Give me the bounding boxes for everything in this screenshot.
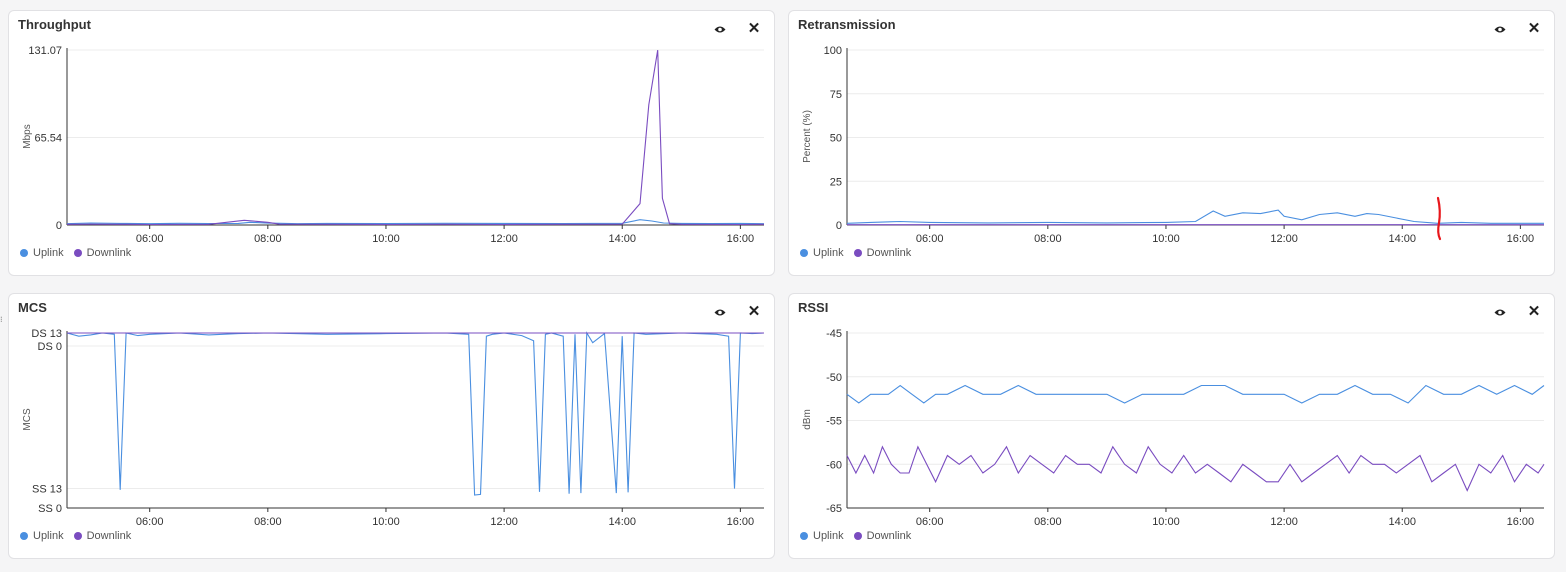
x-tick-label: 12:00 bbox=[1270, 233, 1298, 245]
eye-icon[interactable] bbox=[1492, 304, 1508, 320]
legend-uplink[interactable]: Uplink bbox=[800, 530, 844, 542]
x-tick-label: 14:00 bbox=[608, 516, 636, 528]
y-tick-label: SS 0 bbox=[38, 503, 62, 515]
x-tick-label: 10:00 bbox=[1152, 516, 1180, 528]
x-tick-label: 10:00 bbox=[372, 233, 400, 245]
series-line-uplink bbox=[846, 209, 1544, 224]
legend-downlink[interactable]: Downlink bbox=[853, 247, 911, 259]
x-tick-label: 06:00 bbox=[136, 516, 164, 528]
y-tick-label: 0 bbox=[836, 220, 842, 232]
legend-downlink[interactable]: Downlink bbox=[853, 530, 911, 542]
retransmission-panel: Retransmission ✕ 100 75 50 25 0 06:00 08:00 10:… bbox=[788, 10, 1555, 276]
x-tick-label: 14:00 bbox=[1388, 516, 1416, 528]
series-line-uplink bbox=[66, 219, 765, 225]
x-tick-label: 06:00 bbox=[136, 233, 164, 245]
x-tick-label: 08:00 bbox=[1034, 516, 1062, 528]
x-tick-label: 06:00 bbox=[916, 516, 944, 528]
x-tick-label: 12:00 bbox=[490, 516, 518, 528]
x-tick-label: 14:00 bbox=[608, 233, 636, 245]
panel-title: Retransmission bbox=[798, 17, 896, 32]
x-tick-label: 16:00 bbox=[1507, 233, 1535, 245]
series-line-downlink bbox=[846, 445, 1545, 492]
y-tick-label: SS 13 bbox=[32, 484, 62, 496]
x-tick-label: 12:00 bbox=[490, 233, 518, 245]
panel-title: Throughput bbox=[18, 17, 91, 32]
x-tick-label: 10:00 bbox=[372, 516, 400, 528]
x-tick-label: 08:00 bbox=[1034, 233, 1062, 245]
x-tick-label: 16:00 bbox=[727, 516, 755, 528]
mcs-panel: MCS ✕ DS 13 DS 0 SS 13 SS 0 06:00 08:00 10:00 1… bbox=[8, 293, 775, 559]
x-tick-label: 08:00 bbox=[254, 233, 282, 245]
panel-title: RSSI bbox=[798, 300, 829, 315]
legend: Uplink Downlink bbox=[20, 247, 131, 259]
series-line-uplink bbox=[846, 384, 1545, 404]
x-tick-label: 10:00 bbox=[1152, 233, 1180, 245]
y-tick-label: 25 bbox=[830, 176, 842, 188]
eye-icon[interactable] bbox=[1492, 21, 1508, 37]
edge-handle: ⁝ bbox=[0, 315, 3, 324]
throughput-panel: Throughput ✕ 131.07 65.54 0 06:00 08:00 10:00… bbox=[8, 10, 775, 276]
retransmission-chart: 100 75 50 25 0 06:00 08:00 10:00 12:00 14:00 16:00… bbox=[802, 45, 1544, 245]
y-tick-label: -60 bbox=[826, 459, 842, 471]
legend-uplink[interactable]: Uplink bbox=[20, 530, 64, 542]
y-tick-label: 0 bbox=[56, 220, 62, 232]
close-icon[interactable]: ✕ bbox=[747, 20, 761, 37]
y-axis-label: MCS bbox=[22, 408, 33, 431]
legend: Uplink Downlink bbox=[20, 530, 131, 542]
series-line-uplink bbox=[66, 331, 765, 496]
y-tick-label: -55 bbox=[826, 416, 842, 428]
x-tick-label: 14:00 bbox=[1388, 233, 1416, 245]
close-icon[interactable]: ✕ bbox=[747, 303, 761, 320]
y-tick-label: DS 0 bbox=[38, 341, 62, 353]
y-tick-label: DS 13 bbox=[31, 328, 62, 340]
eye-icon[interactable] bbox=[712, 21, 728, 37]
x-tick-label: 12:00 bbox=[1270, 516, 1298, 528]
y-axis-label: Percent (%) bbox=[802, 110, 813, 163]
x-tick-label: 16:00 bbox=[727, 233, 755, 245]
y-tick-label: 65.54 bbox=[34, 132, 62, 144]
legend-downlink[interactable]: Downlink bbox=[73, 247, 131, 259]
legend-uplink[interactable]: Uplink bbox=[800, 247, 844, 259]
y-tick-label: 131.07 bbox=[28, 45, 62, 57]
throughput-chart: 131.07 65.54 0 06:00 08:00 10:00 12:00 14:00 16:… bbox=[22, 45, 765, 245]
rssi-chart: -45 -50 -55 -60 -65 06:00 08:00 10:00 12:00 14:00… bbox=[802, 328, 1545, 528]
y-tick-label: -45 bbox=[826, 328, 842, 340]
x-tick-label: 16:00 bbox=[1507, 516, 1535, 528]
y-tick-label: 75 bbox=[830, 89, 842, 101]
close-icon[interactable]: ✕ bbox=[1527, 303, 1541, 320]
y-axis-label: Mbps bbox=[22, 124, 33, 148]
x-tick-label: 06:00 bbox=[916, 233, 944, 245]
y-tick-label: 100 bbox=[824, 45, 842, 57]
y-tick-label: -65 bbox=[826, 503, 842, 515]
y-tick-label: -50 bbox=[826, 372, 842, 384]
close-icon[interactable]: ✕ bbox=[1527, 20, 1541, 37]
legend-uplink[interactable]: Uplink bbox=[20, 247, 64, 259]
legend-downlink[interactable]: Downlink bbox=[73, 530, 131, 542]
rssi-panel: RSSI ✕ -45 -50 -55 -60 -65 06:00 08:00 10:00 12:… bbox=[788, 293, 1555, 559]
y-tick-label: 50 bbox=[830, 133, 842, 145]
legend: Uplink Downlink bbox=[800, 530, 911, 542]
legend: Uplink Downlink bbox=[800, 247, 911, 259]
series-line-downlink bbox=[66, 50, 765, 226]
annotation-mark bbox=[1436, 196, 1442, 241]
x-tick-label: 08:00 bbox=[254, 516, 282, 528]
panel-title: MCS bbox=[18, 300, 47, 315]
eye-icon[interactable] bbox=[712, 304, 728, 320]
y-axis-label: dBm bbox=[802, 409, 813, 430]
